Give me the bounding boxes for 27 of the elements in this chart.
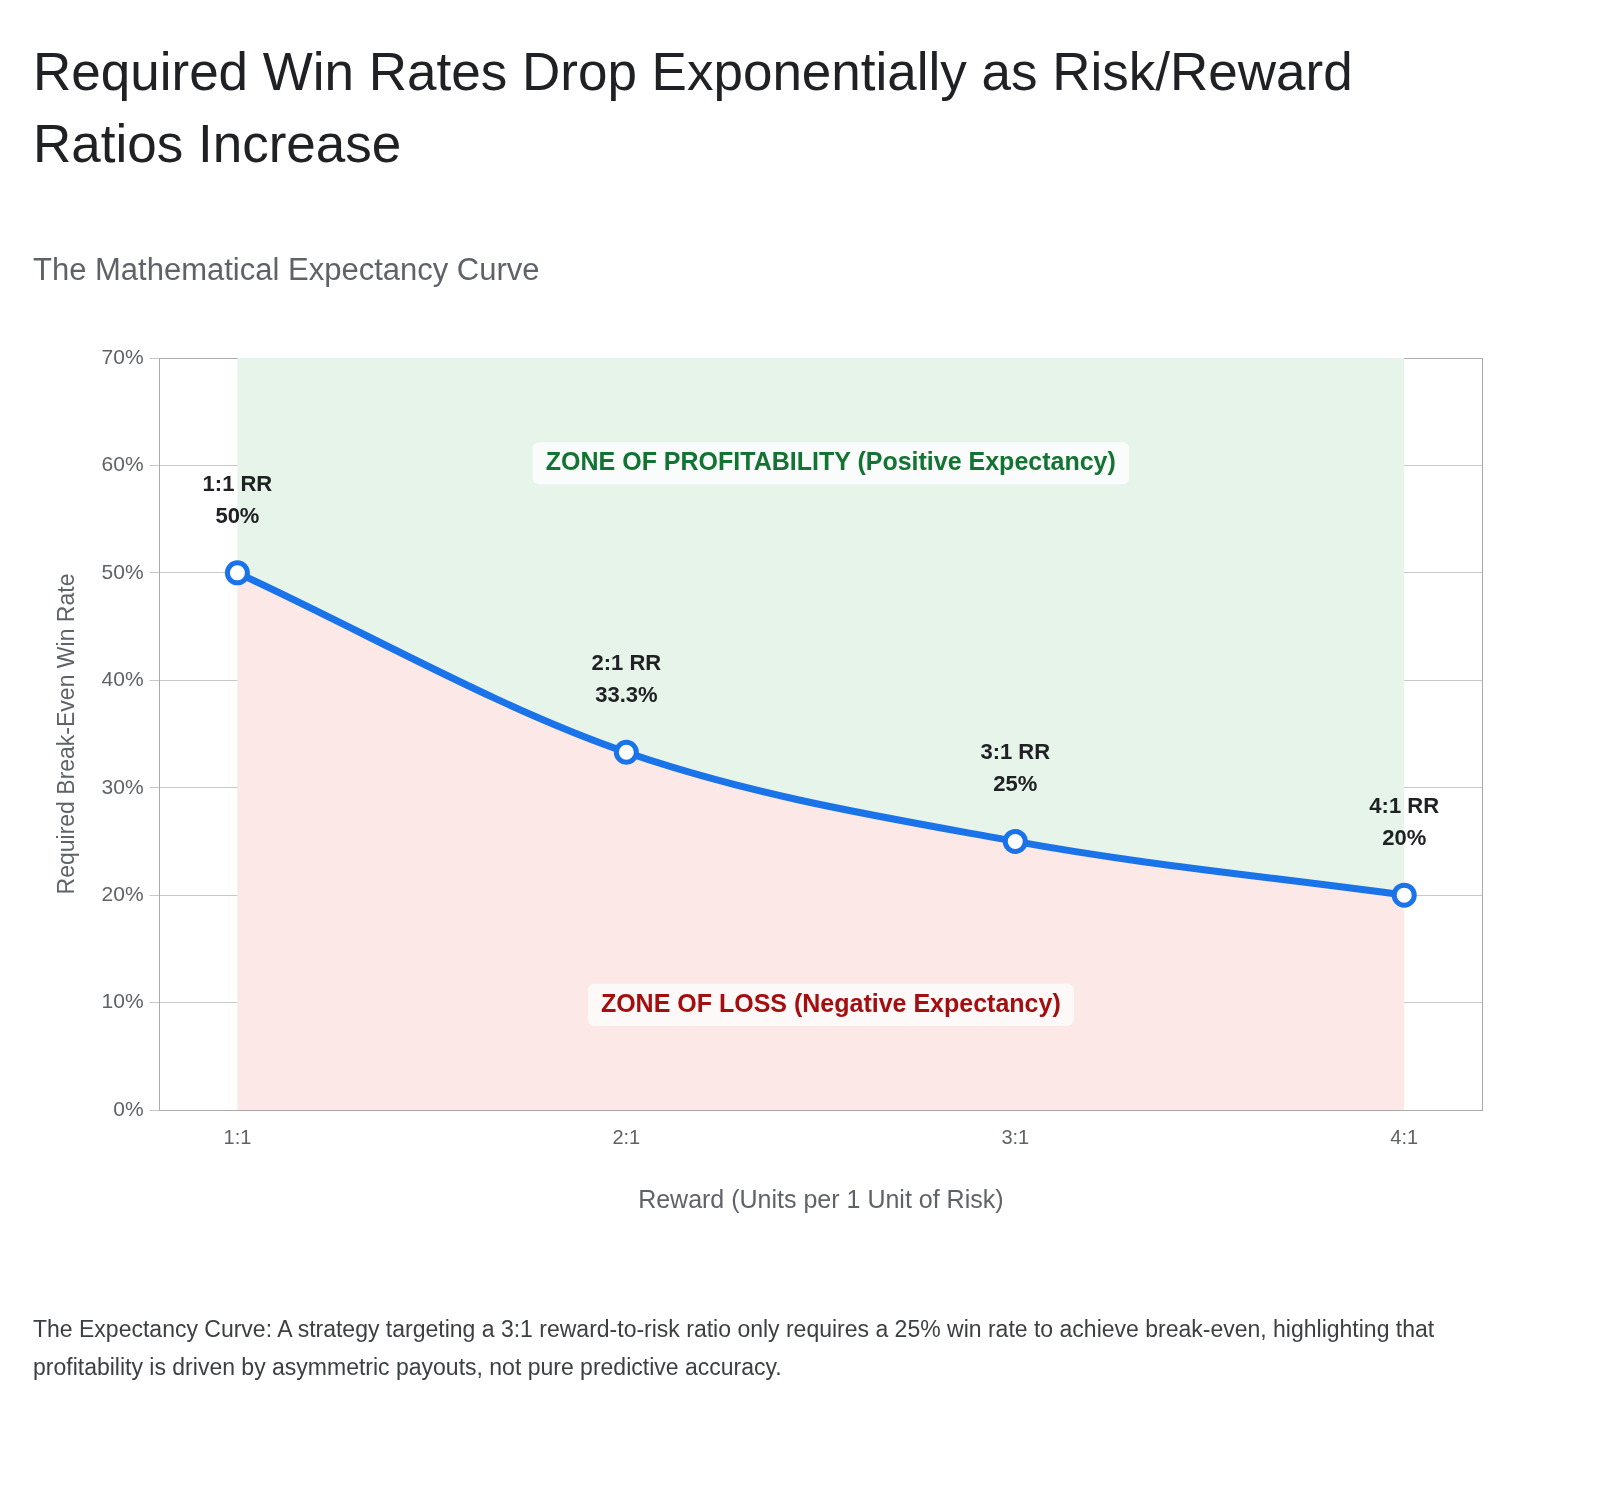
y-tick-label: 30% [101, 774, 144, 798]
y-tick-label: 50% [101, 559, 144, 583]
x-tick-label: 1:1 [223, 1125, 252, 1148]
y-tick-label: 10% [101, 989, 144, 1013]
chart-title: Required Win Rates Drop Exponentially as Risk/Reward Ratios Increase [33, 41, 1354, 175]
point [613, 739, 639, 765]
band-label: ZONE OF PROFITABILITY (Positive Expectancy) [545, 447, 1116, 476]
point [224, 560, 250, 586]
annotation: ZONE OF LOSS (Negative Expectancy) [600, 988, 1061, 1017]
data-label: 2:1 RR 33.3% [591, 650, 662, 708]
data-label: 1:1 RR 50% [202, 470, 273, 528]
point [1391, 882, 1417, 908]
y-tick-label: 20% [101, 881, 144, 905]
point [1002, 828, 1028, 854]
x-tick-label: 4:1 [1390, 1125, 1419, 1148]
y-tick-label: 60% [101, 452, 144, 476]
y-tick-label: 70% [101, 344, 144, 368]
x-tick-label: 3:1 [1001, 1125, 1030, 1148]
text: The Expectancy Curve: A strategy targeting a 3:1 reward-to-risk ratio only requires a 25% win rate to achieve break-even, highlighting that profitability is driven by asymmetric payouts, not pure predictive accuracy. [33, 1315, 1436, 1382]
chart-subtitle: The Mathematical Expectancy Curve [33, 252, 540, 288]
y-tick-label: 40% [101, 667, 144, 691]
data-label: 4:1 RR 20% [1369, 793, 1440, 851]
y-axis-title: Required Break-Even Win Rate [53, 573, 80, 895]
x-tick-label: 2:1 [612, 1125, 641, 1148]
y-tick-label: 0% [113, 1096, 144, 1120]
x-axis-title: Reward (Units per 1 Unit of Risk) [638, 1184, 1004, 1213]
data-label: 3:1 RR 25% [980, 739, 1051, 797]
